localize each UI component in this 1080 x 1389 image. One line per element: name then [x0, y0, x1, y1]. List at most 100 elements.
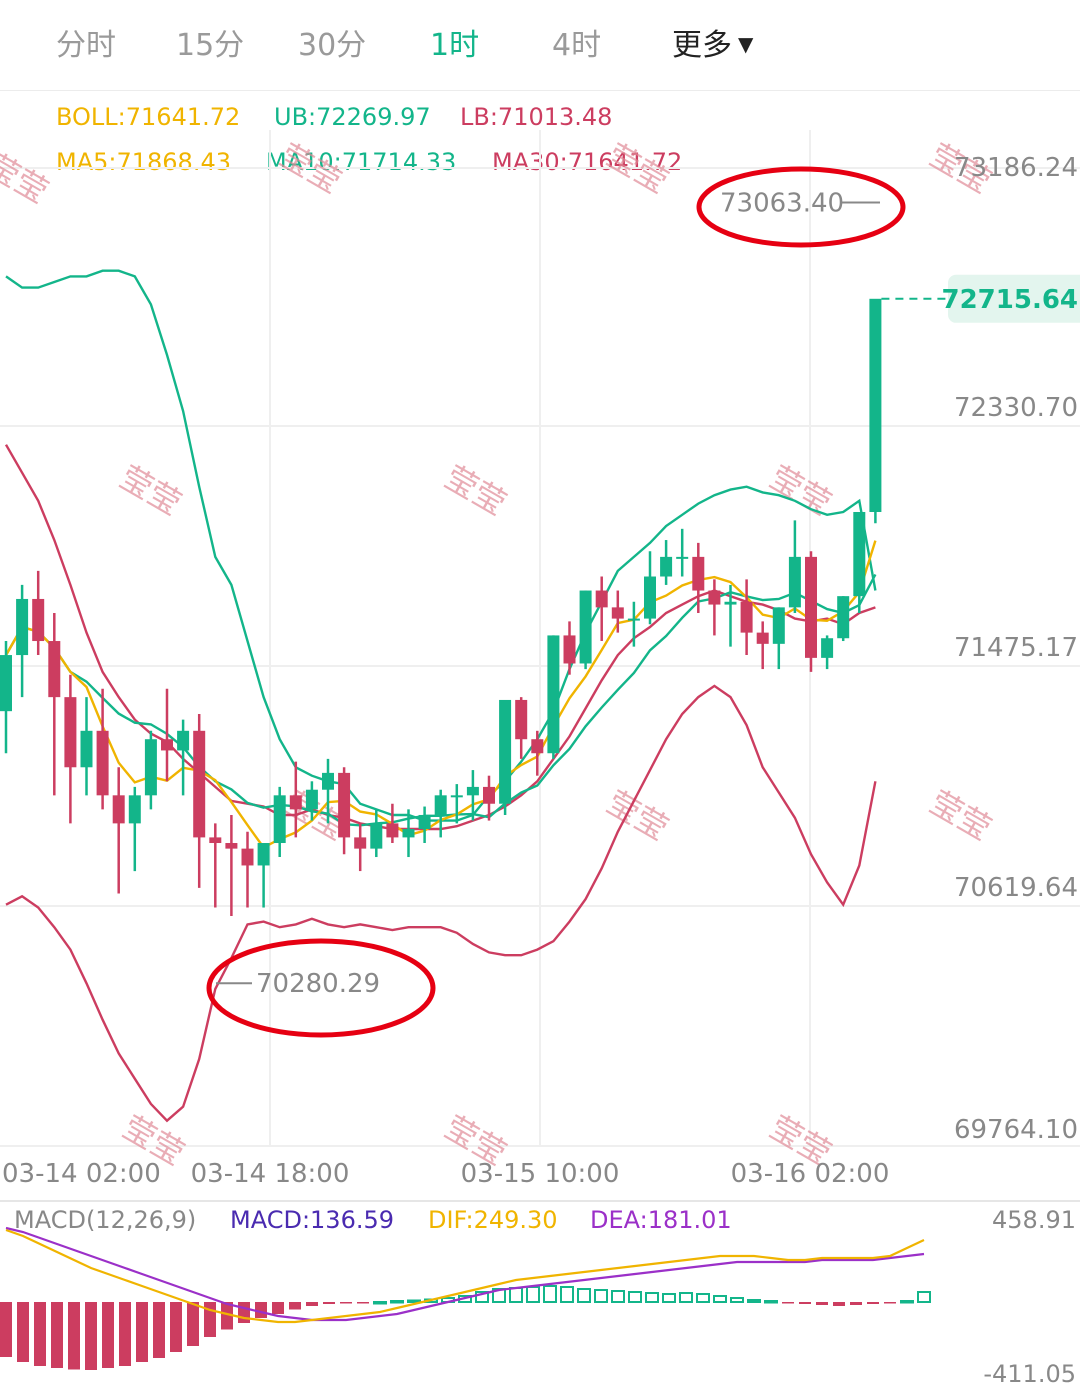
candle — [724, 584, 737, 647]
macd-bar — [34, 1302, 46, 1366]
candle-body — [772, 607, 785, 644]
watermark-6: 莹莹 — [763, 458, 837, 523]
tab-1h[interactable]: 1时 — [430, 28, 480, 63]
candle-body — [80, 730, 93, 768]
macd-bar — [323, 1302, 335, 1304]
tab-15min[interactable]: 15分 — [176, 28, 245, 63]
tab-fenshi[interactable]: 分时 — [56, 28, 116, 63]
macd-bar — [272, 1302, 284, 1314]
macd-bar — [102, 1302, 114, 1368]
tab-30min[interactable]: 30分 — [298, 28, 367, 63]
candle — [595, 576, 608, 642]
dif-value-label: DIF:249.30 — [428, 1206, 558, 1234]
candle-body — [708, 590, 721, 605]
macd-bar — [713, 1295, 727, 1303]
macd-bar — [51, 1302, 63, 1368]
macd-bar — [407, 1299, 421, 1303]
watermark-4: 莹莹 — [113, 458, 187, 523]
macd-bar — [560, 1286, 574, 1303]
candle — [579, 590, 592, 670]
candle-body — [241, 848, 254, 866]
candle — [837, 596, 850, 642]
candle-body — [788, 556, 801, 608]
candle — [64, 674, 77, 824]
candle — [193, 713, 206, 888]
macd-bar — [255, 1302, 267, 1318]
timeframe-tabs: 分时 15分 30分 1时 4时 更多 ▼ — [0, 0, 1080, 91]
candle-body — [273, 795, 286, 844]
candle-body — [96, 730, 109, 796]
candle-body — [869, 298, 882, 512]
candle — [354, 823, 367, 872]
candle-body — [660, 556, 673, 577]
candle — [788, 520, 801, 613]
macd-params-label: MACD(12,26,9) — [14, 1206, 196, 1234]
macd-bar — [764, 1300, 778, 1304]
macd-value-label: MACD:136.59 — [230, 1206, 394, 1234]
macd-axis-min: -411.05 — [983, 1360, 1076, 1388]
macd-bar — [645, 1292, 659, 1303]
candle-body — [418, 814, 431, 829]
ma10-value: MA10:71714.33 — [266, 148, 457, 176]
candle — [853, 511, 866, 613]
candle — [660, 540, 673, 585]
macd-bar — [850, 1302, 862, 1305]
candle — [772, 607, 785, 670]
candle — [177, 719, 190, 796]
macd-bar — [153, 1302, 165, 1358]
macd-bar — [799, 1302, 811, 1304]
macd-bar — [187, 1302, 199, 1346]
candle-body — [499, 699, 512, 804]
watermark-5: 莹莹 — [438, 458, 512, 523]
candle — [611, 590, 624, 633]
macd-bar — [509, 1287, 523, 1303]
macd-bar — [696, 1293, 710, 1303]
ma30-value: MA30:71641.72 — [492, 148, 683, 176]
candle-body — [627, 618, 640, 621]
candle-body — [595, 590, 608, 608]
macd-axis-max: 458.91 — [992, 1206, 1076, 1234]
dea-line — [5, 1226, 925, 1322]
watermark-0: 莹莹 — [0, 146, 55, 211]
tab-4h[interactable]: 4时 — [552, 28, 602, 63]
macd-bar — [628, 1291, 642, 1303]
candle — [225, 814, 238, 916]
ub-value: UB:72269.97 — [274, 103, 431, 131]
macd-bar — [85, 1302, 97, 1370]
candle-body — [289, 795, 302, 810]
macd-bar — [170, 1302, 182, 1352]
watermark-1: 莹莹 — [273, 136, 347, 201]
tab-more[interactable]: 更多 ▼ — [672, 20, 753, 64]
candle — [144, 730, 157, 810]
price-tick-label: 73186.24 — [954, 153, 1078, 183]
candle — [627, 601, 640, 647]
candle-body — [48, 641, 61, 698]
chevron-down-icon: ▼ — [738, 32, 754, 56]
candle-body — [112, 795, 125, 824]
candle-body — [466, 786, 479, 796]
candle — [547, 635, 560, 759]
candle-body — [370, 823, 383, 849]
macd-bar — [833, 1302, 845, 1306]
price-tick-label: 69764.10 — [954, 1115, 1078, 1145]
candle — [16, 584, 29, 698]
macd-bar — [357, 1302, 369, 1304]
candle-body — [434, 795, 447, 815]
candle-body — [837, 596, 850, 639]
candle — [531, 730, 544, 776]
high-highlight-circle — [696, 166, 906, 248]
candle-body — [531, 739, 544, 754]
macd-bar — [119, 1302, 131, 1366]
candle — [32, 570, 45, 656]
candle-body — [853, 511, 866, 597]
macd-bar — [917, 1291, 931, 1303]
macd-bar — [662, 1293, 676, 1303]
candle-body — [177, 730, 190, 751]
candle-body — [611, 607, 624, 619]
candle — [821, 635, 834, 670]
candle-body — [483, 786, 495, 804]
candle-body — [193, 730, 206, 838]
candle — [209, 823, 222, 908]
series-line-ub — [5, 269, 877, 822]
watermark-2: 莹莹 — [600, 136, 674, 201]
